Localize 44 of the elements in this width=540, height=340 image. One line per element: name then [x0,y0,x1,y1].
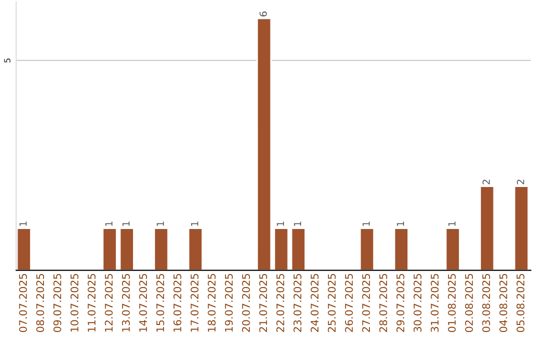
x-tick-label: 05.08.2025 [516,274,524,332]
data-label: 2 [482,180,490,184]
x-tick-label: 01.08.2025 [448,274,456,332]
x-tick-label: 30.07.2025 [414,274,422,332]
x-tick-label: 16.07.2025 [173,274,182,332]
x-tick-label: 04.08.2025 [499,274,508,332]
x-tick-label: 28.07.2025 [379,274,388,332]
x-tick-label: 26.07.2025 [344,274,353,332]
data-label: 1 [448,222,456,226]
x-tick-label: 27.07.2025 [362,274,370,332]
x-tick-label: 10.07.2025 [70,274,78,332]
x-tick-label: 21.07.2025 [259,274,268,332]
x-tick-label: 22.07.2025 [276,274,284,332]
x-tick-label: 09.07.2025 [53,274,62,332]
data-label: 1 [362,222,370,226]
x-tick-label: 18.07.2025 [208,274,216,332]
x-tick-label: 23.07.2025 [294,274,302,332]
data-label: 2 [516,180,524,184]
x-tick-label: 14.07.2025 [139,274,148,332]
data-label: 1 [105,222,112,226]
x-tick-label: 15.07.2025 [156,274,164,332]
x-tick-label: 11.07.2025 [88,274,96,332]
x-tick-label: 08.07.2025 [36,274,44,332]
y-tick-label: 5 [4,58,10,62]
data-label: 6 [260,12,267,16]
data-label: 1 [294,222,302,226]
x-tick-label: 20.07.2025 [242,274,250,332]
x-tick-label: 17.07.2025 [190,274,198,332]
x-tick-label: 31.07.2025 [430,274,439,332]
data-label: 1 [122,222,130,226]
x-tick-label: 25.07.2025 [328,274,336,332]
data-label: 1 [396,222,404,226]
x-tick-label: 12.07.2025 [104,274,113,332]
data-label: 1 [276,222,284,226]
data-label: 1 [156,222,164,226]
x-tick-label: 03.08.2025 [482,274,490,332]
x-tick-label: 24.07.2025 [310,274,319,332]
x-tick-label: 02.08.2025 [465,274,473,332]
data-label: 1 [20,222,27,226]
data-label: 1 [191,222,198,226]
x-tick-label: 13.07.2025 [122,274,130,332]
x-tick-label: 07.07.2025 [19,274,27,332]
x-tick-label: 19.07.2025 [224,274,233,332]
x-tick-label: 29.07.2025 [396,274,404,332]
